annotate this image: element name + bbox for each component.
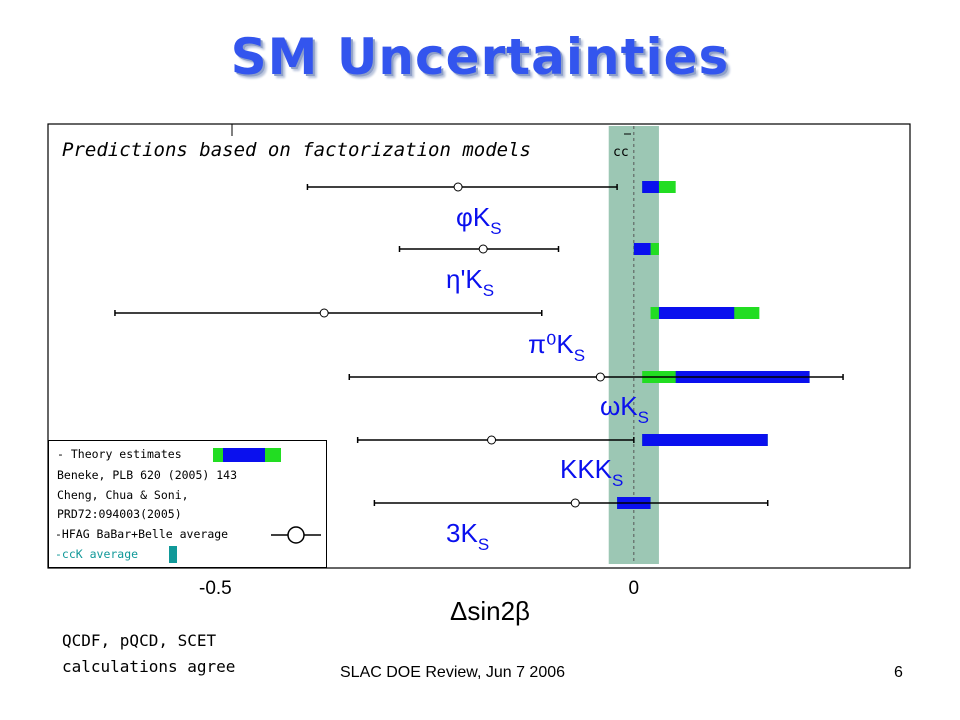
mode-5-theory-inner-bar — [642, 434, 768, 446]
page-number: 6 — [894, 664, 903, 681]
mode-1-theory-inner-bar — [642, 181, 659, 193]
mode-3-theory-inner-bar — [658, 307, 735, 319]
x-tick-label-2: 0 — [629, 578, 640, 599]
ccbar-label: cc — [613, 145, 629, 160]
mode-2-label-subscript: S — [483, 281, 494, 300]
mode-2-hfag-marker — [478, 244, 488, 254]
mode-6-label: 3KS — [446, 518, 489, 554]
mode-2-theory-inner-bar — [633, 243, 651, 255]
legend-cck-label: -ccK average — [55, 547, 139, 561]
slide-title: SM Uncertainties — [230, 28, 730, 86]
legend-cck-bar — [169, 546, 177, 563]
legend-theory-inner — [223, 448, 265, 462]
note-line-2: calculations agree — [62, 657, 236, 676]
mode-4-hfag-marker — [595, 372, 605, 382]
chart-legend: - Theory estimates Beneke, PLB 620 (2005… — [48, 440, 327, 568]
legend-ref-prd: PRD72:094003(2005) — [57, 507, 182, 521]
legend-cck-swatch — [169, 546, 177, 563]
legend-hfag-marker — [287, 526, 305, 544]
mode-3-label-subscript: S — [574, 346, 585, 365]
mode-3-hfag-marker — [319, 308, 329, 318]
mode-5-hfag-marker — [487, 435, 497, 445]
agreement-note: QCDF, pQCD, SCET calculations agree — [62, 628, 235, 680]
x-axis-label: Δsin2β — [450, 596, 530, 626]
mode-5-label-subscript: S — [612, 471, 623, 490]
mode-2-label: η'KS — [446, 264, 494, 300]
mode-1-label: φKS — [456, 202, 502, 238]
legend-ref-beneke: Beneke, PLB 620 (2005) 143 — [57, 468, 238, 482]
x-tick-label-1: -0.5 — [199, 578, 232, 599]
legend-theory-label: - Theory estimates — [57, 447, 182, 461]
mode-6-hfag-marker — [570, 498, 580, 508]
mode-1-label-subscript: S — [490, 219, 501, 238]
mode-4-label-subscript: S — [638, 408, 649, 427]
mode-3-label: π⁰KS — [528, 329, 585, 365]
note-line-1: QCDF, pQCD, SCET — [62, 631, 217, 650]
mode-1-hfag-marker — [453, 182, 463, 192]
annotation-text: Predictions based on factorization model… — [62, 139, 531, 161]
mode-6-label-subscript: S — [478, 535, 489, 554]
legend-ref-cheng: Cheng, Chua & Soni, — [57, 488, 189, 502]
footer-text: SLAC DOE Review, Jun 7 2006 — [340, 664, 566, 681]
legend-theory-swatch — [213, 448, 281, 462]
legend-hfag-symbol — [271, 526, 321, 544]
legend-hfag-label: -HFAG BaBar+Belle average — [55, 527, 229, 541]
plot-frame — [47, 123, 911, 569]
